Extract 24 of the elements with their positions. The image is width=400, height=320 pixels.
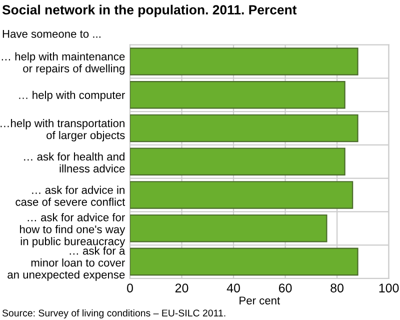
bar bbox=[130, 181, 354, 209]
y-tick-label: … ask for advice in case of severe conflict bbox=[16, 186, 126, 206]
y-tick-label: … help with computer bbox=[19, 90, 125, 102]
x-tick-label: 100 bbox=[379, 284, 399, 292]
y-tick-label: … ask for advice for how to find one's way in public bureaucracy bbox=[20, 213, 126, 248]
x-tick-label: 0 bbox=[127, 284, 133, 292]
x-axis-title: Per cent bbox=[240, 296, 280, 304]
bar bbox=[130, 80, 346, 109]
bar bbox=[130, 248, 358, 276]
bar bbox=[130, 48, 358, 76]
bar bbox=[130, 148, 346, 176]
y-tick-label: …help with transportation of larger objects bbox=[0, 119, 125, 142]
y-axis-title: Have someone to ... bbox=[2, 30, 100, 38]
y-tick-label: … ask for a minor loan to cover an unexpected expense bbox=[8, 246, 126, 281]
source-note: Source: Survey of living conditions – EU-SILC 2011. bbox=[2, 309, 226, 318]
bar bbox=[130, 114, 358, 142]
y-tick-label: … ask for health and illness advice bbox=[24, 152, 125, 173]
bar bbox=[130, 214, 328, 242]
chart-title: Social network in the population. 2011. Percent bbox=[2, 4, 297, 18]
x-tick-label: 60 bbox=[278, 284, 292, 292]
x-tick-label: 40 bbox=[226, 284, 240, 292]
x-tick-label: 20 bbox=[175, 284, 188, 292]
y-tick-label: … help with maintenance or repairs of dwelling bbox=[2, 52, 125, 75]
x-tick-label: 80 bbox=[330, 284, 344, 292]
